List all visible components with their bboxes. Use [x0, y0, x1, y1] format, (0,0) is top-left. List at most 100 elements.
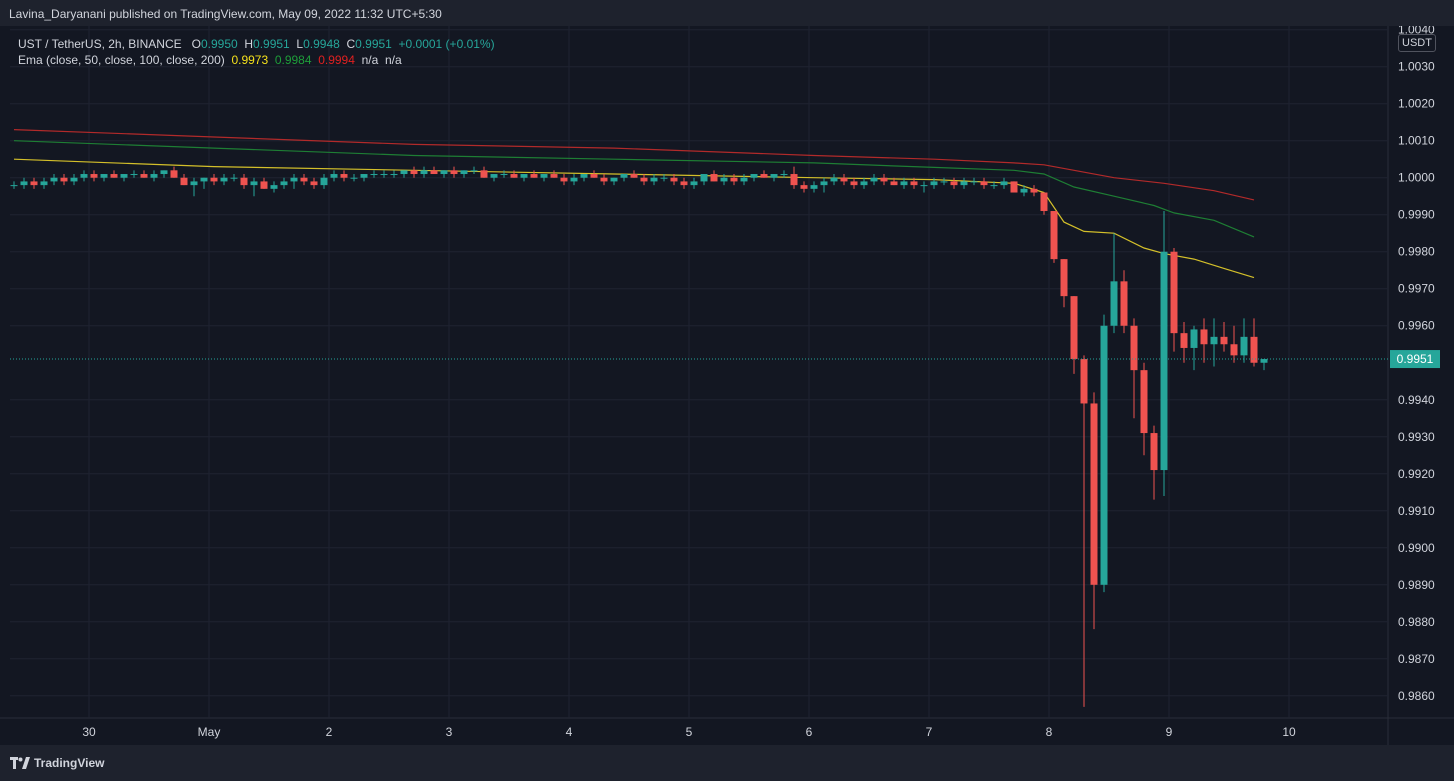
candle-body: [730, 177, 738, 182]
candle-body: [930, 181, 938, 186]
candle-body: [650, 177, 658, 182]
candle-body: [910, 181, 918, 186]
candle-body: [70, 177, 78, 182]
ema100-value: 0.9984: [274, 53, 312, 67]
candle-body: [320, 177, 328, 186]
candle-body: [840, 177, 848, 182]
candle-body: [1150, 433, 1158, 471]
candle-body: [430, 170, 438, 175]
candle-body: [500, 174, 508, 176]
candle-body: [480, 170, 488, 178]
candle-body: [570, 177, 578, 182]
symbol-label[interactable]: UST / TetherUS, 2h, BINANCE: [18, 37, 182, 51]
candle-body: [260, 181, 268, 189]
y-tick-label: 0.9920: [1398, 467, 1435, 481]
candle-body: [1120, 281, 1128, 326]
candle-body: [1260, 359, 1268, 363]
candle-body: [850, 181, 858, 186]
candle-body: [670, 177, 678, 182]
candle-body: [1230, 344, 1238, 356]
candlestick-chart[interactable]: 1.0040 1.0030 1.0020 1.0010 1.0000 0.9990 0.99…: [0, 26, 1454, 745]
candle-body: [300, 177, 308, 182]
candle-body: [560, 177, 568, 182]
candle-body: [800, 185, 808, 189]
candle-body: [1110, 281, 1118, 326]
candle-body: [110, 174, 118, 178]
tradingview-logo[interactable]: TradingView: [10, 756, 104, 770]
candle-body: [920, 185, 928, 187]
candle-body: [740, 177, 748, 182]
candle-body: [250, 181, 258, 186]
y-tick-label: 0.9860: [1398, 689, 1435, 703]
candle-body: [620, 174, 628, 178]
candle-body: [1030, 188, 1038, 193]
candle-body: [750, 174, 758, 178]
candle-body: [230, 177, 238, 179]
candle-body: [100, 174, 108, 178]
currency-unit-badge[interactable]: USDT: [1398, 34, 1436, 52]
candle-body: [900, 181, 908, 186]
candle-body: [550, 174, 558, 178]
candle-body: [10, 185, 18, 187]
candle-body: [270, 185, 278, 189]
last-price-badge: [1390, 350, 1440, 369]
candle-body: [220, 177, 228, 182]
candle-body: [1020, 188, 1028, 193]
candle-body: [810, 185, 818, 189]
candle-body: [340, 174, 348, 178]
publisher-text: Lavina_Daryanani published on TradingVie…: [9, 7, 442, 21]
y-tick-label: 0.9960: [1398, 319, 1435, 333]
candle-body: [360, 174, 368, 178]
candle-body: [20, 181, 28, 186]
candle-body: [690, 181, 698, 186]
candle-body: [940, 181, 948, 183]
candle-body: [80, 174, 88, 178]
candle-body: [510, 174, 518, 178]
y-tick-label: 0.9970: [1398, 282, 1435, 296]
x-tick-label: 10: [1282, 725, 1296, 739]
candle-body: [540, 174, 548, 178]
ema-legend-row: Ema (close, 50, close, 100, close, 200) …: [18, 52, 495, 68]
candle-body: [580, 174, 588, 178]
y-tick-label: 0.9980: [1398, 245, 1435, 259]
candle-body: [860, 181, 868, 186]
y-tick-label: 0.9890: [1398, 578, 1435, 592]
candle-body: [700, 174, 708, 182]
candle-body: [530, 174, 538, 178]
y-tick-label: 1.0030: [1398, 60, 1435, 74]
x-tick-label: 4: [566, 725, 573, 739]
candle-body: [990, 185, 998, 187]
candle-body: [1060, 259, 1068, 297]
chart-area[interactable]: 1.0040 1.0030 1.0020 1.0010 1.0000 0.9990 0.99…: [0, 26, 1454, 745]
x-tick-label: May: [198, 725, 221, 739]
candle-body: [470, 170, 478, 172]
brand-text: TradingView: [34, 756, 105, 770]
high-label: H: [244, 37, 254, 51]
candle-body: [30, 181, 38, 186]
candle-body: [400, 170, 408, 175]
candle-body: [410, 170, 418, 175]
candle-body: [1130, 325, 1138, 371]
candle-body: [170, 170, 178, 178]
ema-na-2: n/a: [384, 53, 402, 67]
candle-body: [140, 174, 148, 178]
candle-body: [980, 181, 988, 186]
candle-body: [1050, 211, 1058, 260]
candle-body: [200, 177, 208, 182]
candle-body: [950, 181, 958, 186]
ema200-line: [13, 129, 1255, 201]
ema-label[interactable]: Ema (close, 50, close, 100, close, 200): [18, 53, 225, 67]
candle-body: [190, 181, 198, 186]
symbol-legend-row: UST / TetherUS, 2h, BINANCE O0.9950 H0.9…: [18, 36, 495, 52]
candle-body: [1240, 336, 1248, 356]
candle-body: [290, 177, 298, 182]
tradingview-logo-icon: [10, 757, 30, 769]
change-value: +0.0001 (+0.01%): [398, 37, 495, 51]
candle-body: [520, 174, 528, 178]
candle-body: [1220, 336, 1228, 345]
candle-body: [870, 177, 878, 182]
y-tick-label: 0.9880: [1398, 615, 1435, 629]
x-tick-label: 2: [326, 725, 333, 739]
candle-body: [420, 170, 428, 175]
ema-na-1: n/a: [361, 53, 379, 67]
